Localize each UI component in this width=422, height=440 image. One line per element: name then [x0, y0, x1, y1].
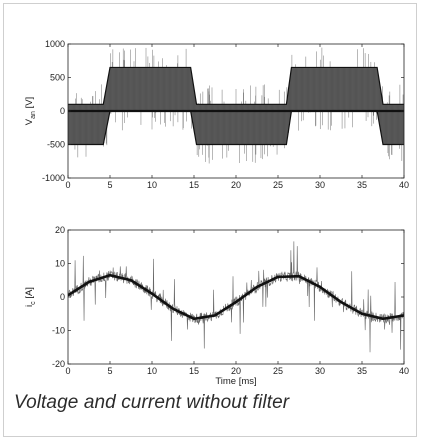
- current-point-12: [319, 286, 321, 288]
- current-data-area: [68, 241, 404, 353]
- voltage-xtick-label: 20: [231, 180, 241, 190]
- current-ytick-label: 10: [55, 259, 65, 269]
- voltage-ytick-label: 0: [60, 106, 65, 116]
- voltage-xtick-label: 15: [189, 180, 199, 190]
- current-point-3: [130, 279, 132, 282]
- current-point-13: [340, 301, 342, 303]
- voltage-xtick-label: 30: [315, 180, 325, 190]
- current-point-4: [151, 292, 153, 295]
- current-point-11: [298, 275, 300, 278]
- current-point-10: [277, 276, 279, 278]
- current-point-5: [172, 307, 174, 310]
- current-ytick-label: -20: [52, 359, 65, 369]
- voltage-xtick-label: 25: [273, 180, 283, 190]
- figure-caption: Voltage and current without filter: [14, 392, 290, 413]
- current-ytick-label: 20: [55, 225, 65, 235]
- current-ytick-label: -10: [52, 326, 65, 336]
- current-noise-trace: [68, 241, 404, 353]
- voltage-xtick-label: 0: [65, 180, 70, 190]
- voltage-xtick-label: 40: [399, 180, 409, 190]
- current-point-8: [235, 301, 237, 303]
- voltage-series-0-high: [68, 66, 404, 105]
- current-xtick-label: 30: [315, 366, 325, 376]
- current-xtick-label: 25: [273, 366, 283, 376]
- voltage-xtick-label: 5: [107, 180, 112, 190]
- current-ylabel: ic [A]: [24, 287, 37, 307]
- voltage-ytick-label: -1000: [42, 173, 65, 183]
- voltage-data-area: [68, 47, 404, 164]
- voltage-ylabel: Van [V]: [24, 97, 37, 125]
- current-xtick-label: 5: [107, 366, 112, 376]
- current-point-14: [361, 312, 363, 315]
- current-axes-box: [67, 229, 405, 365]
- voltage-ytick-label: 1000: [45, 39, 65, 49]
- current-point-2: [109, 274, 111, 277]
- current-xtick-label: 15: [189, 366, 199, 376]
- voltage-ytick-label: 500: [50, 73, 65, 83]
- current-series-0-line: [68, 273, 404, 321]
- current-xlabel: Time [ms]: [215, 376, 256, 387]
- voltage-xtick-label: 35: [357, 180, 367, 190]
- current-ytick-label: 0: [60, 292, 65, 302]
- current-point-6: [193, 317, 195, 320]
- voltage-switching-strokes: [68, 47, 404, 164]
- voltage-series-0-low: [68, 110, 404, 146]
- voltage-plot: 0 5 10 15 20 25 30 35 40 -1000 -500 0 500 1000 Van [V]: [24, 39, 409, 190]
- current-xtick-label: 40: [399, 366, 409, 376]
- current-xtick-label: 0: [65, 366, 70, 376]
- current-point-7: [214, 314, 216, 317]
- current-xtick-label: 35: [357, 366, 367, 376]
- current-point-9: [256, 286, 258, 288]
- current-xtick-label: 10: [147, 366, 157, 376]
- current-point-1: [88, 281, 90, 283]
- voltage-xtick-label: 10: [147, 180, 157, 190]
- current-xtick-label: 20: [231, 366, 241, 376]
- current-point-15: [382, 317, 384, 320]
- current-plot: 0 5 10 15 20 25 30 35 40 -20 -10 0 10 20 ic [A] Time [m…: [24, 225, 409, 387]
- voltage-ytick-label: -500: [47, 140, 65, 150]
